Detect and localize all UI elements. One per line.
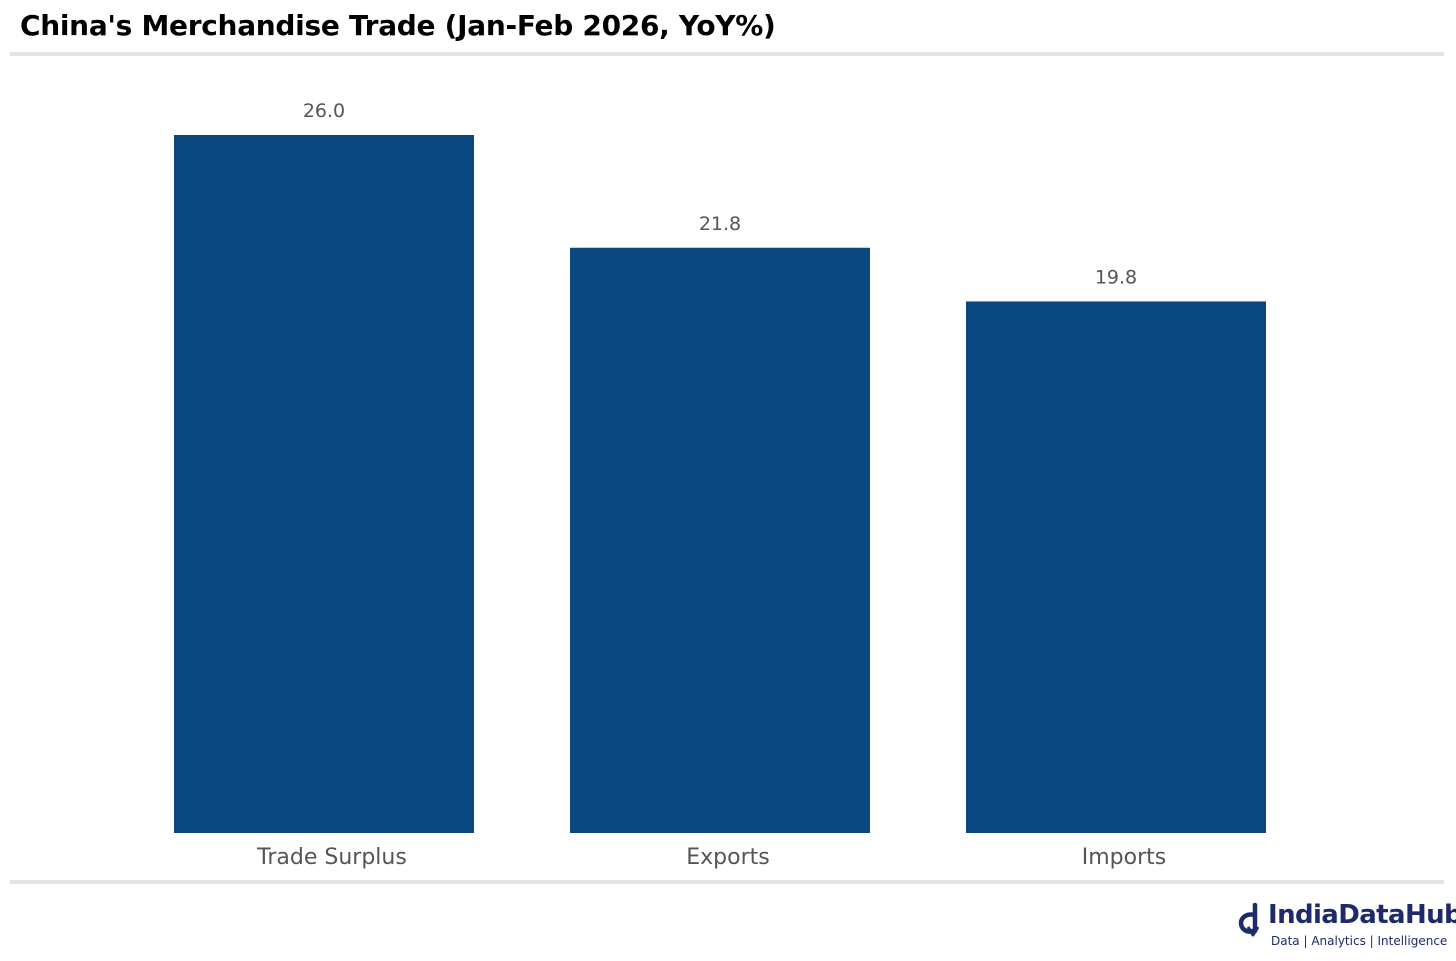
x-tick-label: Imports (1082, 845, 1166, 870)
brand-name: IndiaDataHub (1268, 900, 1456, 930)
bottom-divider (10, 880, 1444, 884)
brand-tagline: Data | Analytics | Intelligence (1271, 934, 1448, 948)
top-divider (10, 52, 1444, 56)
data-label: 21.8 (699, 213, 741, 235)
data-label: 26.0 (303, 100, 345, 122)
bar-imports (966, 301, 1266, 833)
chart-title: China's Merchandise Trade (Jan-Feb 2026,… (20, 9, 776, 42)
x-tick-label: Trade Surplus (256, 845, 407, 870)
bar-exports (570, 247, 870, 833)
x-tick-label: Exports (686, 845, 769, 870)
data-label: 19.8 (1095, 266, 1137, 288)
bar-trade-surplus (174, 135, 474, 833)
indiadatahub-logo-icon (1238, 902, 1260, 937)
brand-logo: IndiaDataHub Data | Analytics | Intellig… (1238, 900, 1456, 952)
